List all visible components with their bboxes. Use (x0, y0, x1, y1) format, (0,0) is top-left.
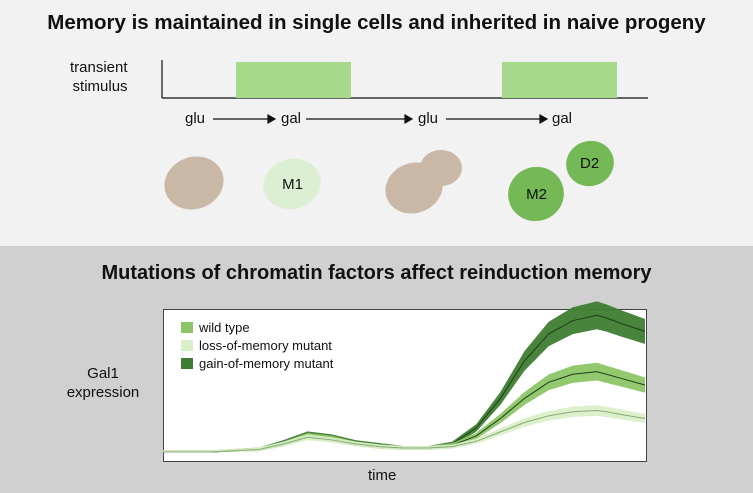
y-axis-label-line1: Gal1 (87, 365, 119, 382)
condition-glu-1: glu (185, 110, 206, 127)
stimulus-pulse-1 (236, 62, 351, 98)
legend-label-loss-of-memory: loss-of-memory mutant (199, 338, 332, 353)
legend-item-wild-type: wild type (181, 320, 250, 335)
top-title: Memory is maintained in single cells and… (47, 11, 706, 34)
stimulus-label: transient stimulus (70, 58, 128, 96)
stimulus-diagram (161, 60, 648, 214)
y-axis-label: Gal1 expression (56, 364, 150, 402)
condition-glu-2: glu (418, 110, 439, 127)
x-axis-label: time (368, 467, 397, 484)
series-line-2 (163, 314, 646, 453)
legend-item-loss-of-memory: loss-of-memory mutant (181, 338, 332, 353)
bottom-title: Mutations of chromatin factors affect re… (101, 262, 652, 284)
y-axis-label-line2: expression (66, 384, 140, 401)
series-band-1 (163, 405, 645, 452)
stimulus-label-line2: stimulus (72, 78, 128, 95)
legend-swatch-gain-of-memory (181, 358, 193, 369)
arrow-2-head (404, 113, 414, 125)
cell-naive-1 (164, 156, 224, 210)
legend-item-gain-of-memory: gain-of-memory mutant (181, 356, 333, 371)
legend-swatch-loss-of-memory (181, 340, 193, 351)
cell-naive-2 (385, 162, 443, 214)
series-line-1 (163, 409, 646, 453)
stimulus-pulse-2 (502, 62, 617, 98)
series-band-2 (163, 301, 645, 452)
legend-label-gain-of-memory: gain-of-memory mutant (199, 356, 334, 371)
legend-label-wild-type: wild type (199, 320, 250, 335)
arrow-3-head (539, 113, 549, 125)
condition-gal-2: gal (552, 110, 573, 127)
condition-gal-1: gal (281, 110, 302, 127)
legend-swatch-wild-type (181, 322, 193, 333)
top-panel (0, 0, 753, 246)
arrow-1-head (267, 113, 277, 125)
stimulus-label-line1: transient (70, 59, 128, 76)
